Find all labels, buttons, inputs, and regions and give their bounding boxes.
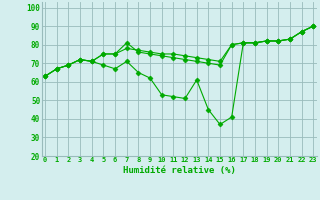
X-axis label: Humidité relative (%): Humidité relative (%)	[123, 166, 236, 175]
